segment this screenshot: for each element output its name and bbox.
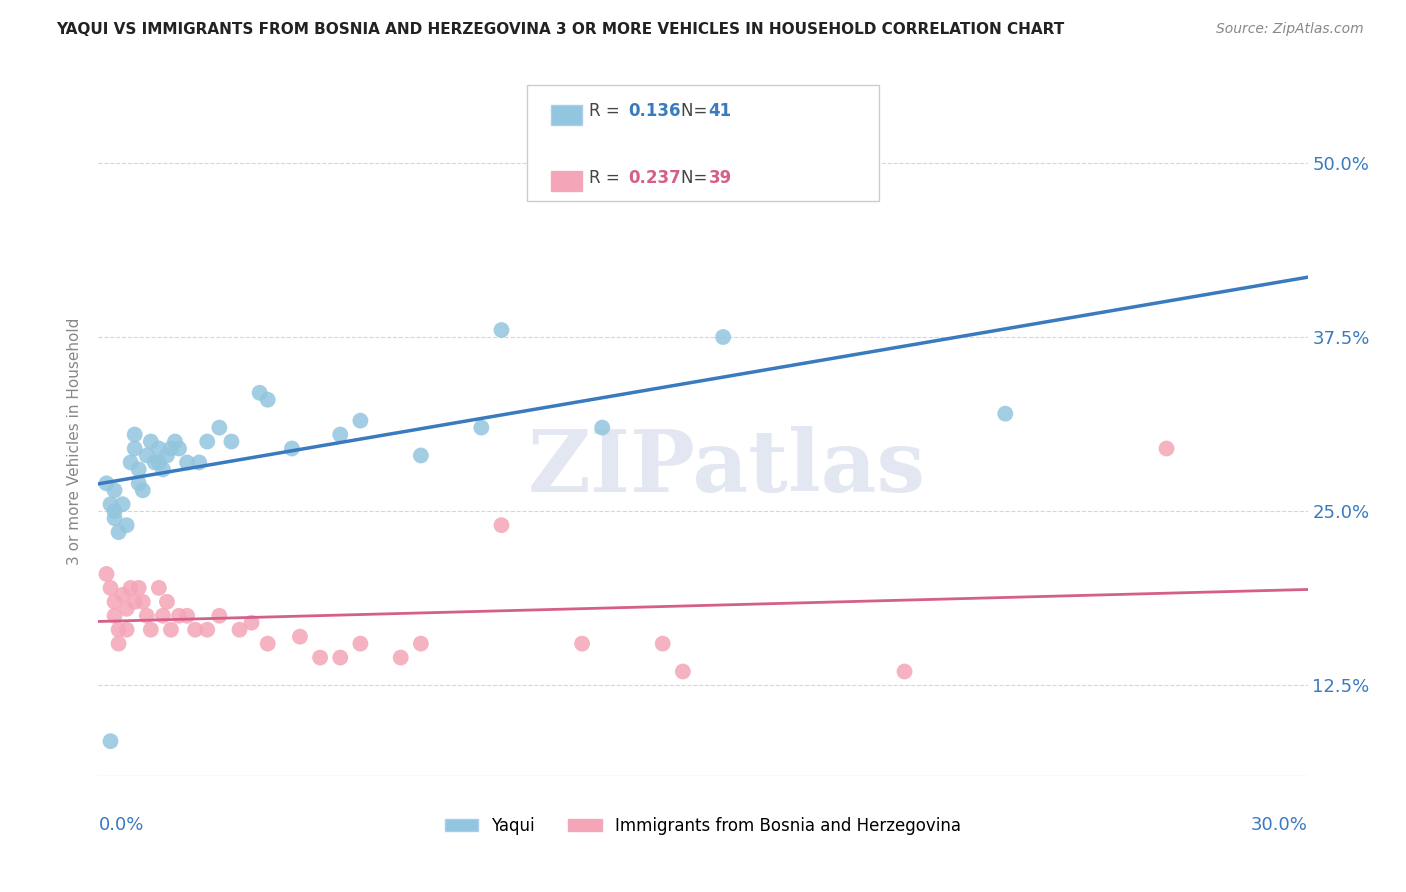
Point — [167, 608, 190, 623]
Point — [163, 434, 186, 449]
Point — [115, 518, 138, 533]
Text: N=: N= — [681, 103, 711, 120]
Y-axis label: 3 or more Vehicles in Household: 3 or more Vehicles in Household — [67, 318, 83, 566]
Point — [103, 595, 125, 609]
Point — [176, 455, 198, 469]
Point — [135, 449, 157, 463]
Text: N=: N= — [681, 169, 711, 186]
Point — [103, 504, 125, 518]
Text: Source: ZipAtlas.com: Source: ZipAtlas.com — [1216, 22, 1364, 37]
Point — [100, 734, 122, 748]
Point — [143, 455, 166, 469]
Point — [132, 595, 155, 609]
Point — [160, 442, 183, 456]
Point — [120, 581, 142, 595]
Point — [156, 449, 179, 463]
Text: 39: 39 — [709, 169, 733, 186]
Point — [1156, 442, 1178, 456]
Point — [124, 427, 146, 442]
Point — [103, 483, 125, 498]
Text: R =: R = — [589, 103, 626, 120]
Point — [148, 581, 170, 595]
Point — [195, 434, 218, 449]
Point — [288, 630, 311, 644]
Point — [160, 623, 183, 637]
Point — [103, 511, 125, 525]
Point — [409, 449, 432, 463]
Point — [128, 476, 150, 491]
Point — [135, 608, 157, 623]
Point — [329, 427, 352, 442]
Point — [139, 623, 162, 637]
Point — [167, 442, 190, 456]
Text: YAQUI VS IMMIGRANTS FROM BOSNIA AND HERZEGOVINA 3 OR MORE VEHICLES IN HOUSEHOLD : YAQUI VS IMMIGRANTS FROM BOSNIA AND HERZ… — [56, 22, 1064, 37]
Point — [256, 637, 278, 651]
Point — [409, 637, 432, 651]
Point — [281, 442, 304, 456]
Point — [184, 623, 207, 637]
Point — [128, 581, 150, 595]
Point — [139, 434, 162, 449]
Point — [470, 420, 492, 434]
Point — [96, 566, 118, 581]
Point — [115, 602, 138, 616]
Text: 0.237: 0.237 — [628, 169, 682, 186]
Point — [249, 385, 271, 400]
Legend: Yaqui, Immigrants from Bosnia and Herzegovina: Yaqui, Immigrants from Bosnia and Herzeg… — [439, 810, 967, 841]
Point — [100, 581, 122, 595]
Point — [124, 595, 146, 609]
Point — [208, 420, 231, 434]
Point — [349, 414, 371, 428]
Point — [188, 455, 211, 469]
Point — [228, 623, 250, 637]
Point — [651, 637, 673, 651]
Point — [893, 665, 915, 679]
Text: ZIPatlas: ZIPatlas — [529, 426, 927, 510]
Point — [107, 525, 129, 540]
Point — [132, 483, 155, 498]
Point — [156, 595, 179, 609]
Point — [672, 665, 695, 679]
Point — [208, 608, 231, 623]
Point — [711, 330, 734, 344]
Point — [120, 455, 142, 469]
Text: 0.136: 0.136 — [628, 103, 681, 120]
Point — [491, 323, 513, 337]
Point — [152, 608, 174, 623]
Point — [256, 392, 278, 407]
Text: R =: R = — [589, 169, 626, 186]
Point — [111, 497, 134, 511]
Point — [100, 497, 122, 511]
Point — [176, 608, 198, 623]
Point — [221, 434, 243, 449]
Point — [389, 650, 412, 665]
Point — [591, 420, 613, 434]
Point — [107, 623, 129, 637]
Point — [571, 637, 593, 651]
Text: 41: 41 — [709, 103, 731, 120]
Point — [111, 588, 134, 602]
Point — [329, 650, 352, 665]
Point — [994, 407, 1017, 421]
Point — [240, 615, 263, 630]
Point — [107, 637, 129, 651]
Point — [152, 462, 174, 476]
Point — [195, 623, 218, 637]
Point — [148, 455, 170, 469]
Point — [309, 650, 332, 665]
Text: 30.0%: 30.0% — [1251, 816, 1308, 834]
Point — [124, 442, 146, 456]
Point — [96, 476, 118, 491]
Text: 0.0%: 0.0% — [98, 816, 143, 834]
Point — [115, 623, 138, 637]
Point — [103, 608, 125, 623]
Point — [491, 518, 513, 533]
Point — [349, 637, 371, 651]
Point — [128, 462, 150, 476]
Point — [148, 442, 170, 456]
